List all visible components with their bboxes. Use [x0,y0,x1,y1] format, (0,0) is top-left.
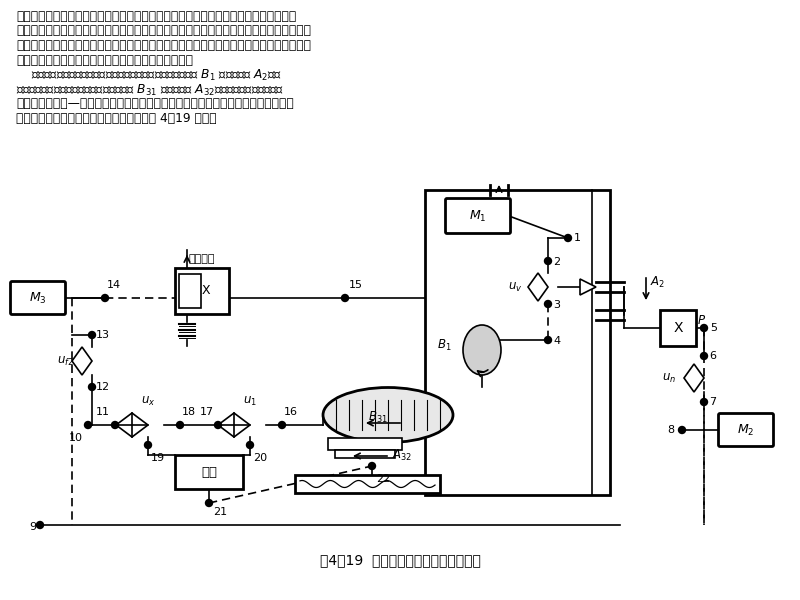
Circle shape [278,421,286,428]
Polygon shape [684,364,704,392]
Circle shape [678,427,686,433]
Circle shape [214,421,222,428]
Circle shape [701,325,707,331]
Text: P: P [698,314,705,327]
Circle shape [85,421,91,428]
Circle shape [545,301,551,307]
Text: 12: 12 [96,382,110,392]
Polygon shape [116,413,148,437]
Text: 10: 10 [69,433,83,443]
Text: X: X [674,321,682,335]
Text: 3: 3 [553,300,560,310]
Text: $B_{31}$: $B_{31}$ [368,409,388,425]
Circle shape [701,352,707,359]
Text: X: X [202,284,210,298]
Circle shape [206,499,213,506]
Circle shape [565,235,571,241]
FancyBboxPatch shape [718,413,774,446]
Text: $M_3$: $M_3$ [29,290,47,305]
Circle shape [111,421,118,428]
Bar [660,310,696,346]
Polygon shape [528,273,548,301]
Circle shape [102,295,109,301]
Text: 2: 2 [553,257,560,267]
Text: 7: 7 [709,397,716,407]
Text: $A_2$: $A_2$ [650,274,665,290]
Polygon shape [580,279,596,295]
Circle shape [37,521,43,529]
Bar [328,438,402,450]
Circle shape [89,383,95,391]
Text: $A_{32}$: $A_{32}$ [392,448,412,463]
Text: $M_2$: $M_2$ [738,422,754,437]
Circle shape [369,463,375,469]
Text: 的一个复合运动—展成运动。此外，为磨出全部轮齿，加工过程中还需有一个周期的: 的一个复合运动—展成运动。此外，为磨出全部轮齿，加工过程中还需有一个周期的 [16,97,294,110]
Bar [335,450,395,458]
Text: 图4－19  锥形砂轮型磨齿机的传动原理: 图4－19 锥形砂轮型磨齿机的传动原理 [319,553,481,567]
Text: 由上述可知，锥形砂轮型磨齿机的成型运动有：砂轮旋转运动 $B_1$ 和直线移动 $A_2$，这: 由上述可知，锥形砂轮型磨齿机的成型运动有：砂轮旋转运动 $B_1$ 和直线移动 … [16,68,282,83]
Text: $u_v$: $u_v$ [507,280,522,293]
Text: 1: 1 [574,233,581,243]
Text: 20: 20 [253,453,267,463]
Text: $u_x$: $u_x$ [141,395,155,408]
Polygon shape [72,347,92,375]
Circle shape [545,337,551,343]
Text: $u_1$: $u_1$ [243,395,257,408]
Ellipse shape [463,325,501,375]
Text: 9: 9 [29,522,36,532]
Text: 18: 18 [182,407,196,417]
Bar [175,455,243,489]
Text: 8: 8 [667,425,674,435]
Text: $u_n$: $u_n$ [662,371,676,385]
Text: 19: 19 [151,453,165,463]
Text: 16: 16 [284,407,298,417]
Text: 分度运动。这类磨齿机典型的传动原理如图 4－19 所示。: 分度运动。这类磨齿机典型的传动原理如图 4－19 所示。 [16,112,217,124]
Text: 合成: 合成 [201,466,217,479]
Circle shape [89,331,95,338]
Polygon shape [218,413,250,437]
FancyBboxPatch shape [446,199,510,233]
Text: 17: 17 [200,407,214,417]
Text: $u_{f2}$: $u_{f2}$ [58,355,74,368]
Text: 分度机构: 分度机构 [189,254,215,264]
Bar [425,190,610,495]
Circle shape [246,442,254,449]
Bar [175,268,229,314]
Text: $M_1$: $M_1$ [470,208,486,224]
Text: 14: 14 [107,280,121,290]
Text: 6: 6 [709,351,716,361]
Text: 11: 11 [96,407,110,417]
Circle shape [177,421,183,428]
Text: 在这类机床上磨削齿轮时，一个齿槽的两侧齿面是分别进行磨削的。工件向左滚动时，: 在这类机床上磨削齿轮时，一个齿槽的两侧齿面是分别进行磨削的。工件向左滚动时， [16,10,296,23]
Circle shape [145,442,151,449]
Text: 是形成齿线所需的两个简单运动；工件转动 $B_{31}$ 和直线移动 $A_{32}$，是形成渐开线齿廓所需: 是形成齿线所需的两个简单运动；工件转动 $B_{31}$ 和直线移动 $A_{3… [16,82,284,98]
Text: 件上全部轮齿齿面需经过多次分度和磨削后才能完成。: 件上全部轮齿齿面需经过多次分度和磨削后才能完成。 [16,53,193,67]
Text: $B_1$: $B_1$ [438,337,452,353]
Text: 磨削左侧的齿面；向右滚动时，磨削右侧的齿面。工件往复滚动一次，磨完一个齿槽的两侧: 磨削左侧的齿面；向右滚动时，磨削右侧的齿面。工件往复滚动一次，磨完一个齿槽的两侧 [16,25,311,37]
Circle shape [342,295,349,301]
Text: 15: 15 [349,280,363,290]
Bar [295,475,440,493]
Circle shape [701,398,707,406]
Circle shape [545,257,551,265]
Ellipse shape [323,388,453,443]
Text: 齿面后，工件滚离砂轮，并进行分度。然后，再重复上述过程，磨削下一个齿槽。可见，工: 齿面后，工件滚离砂轮，并进行分度。然后，再重复上述过程，磨削下一个齿槽。可见，工 [16,39,311,52]
Text: 4: 4 [553,336,560,346]
Bar [179,274,201,308]
Text: 13: 13 [96,330,110,340]
Text: 21: 21 [213,507,227,517]
Text: 5: 5 [710,323,717,333]
FancyBboxPatch shape [10,281,66,314]
Text: 22: 22 [376,474,390,484]
